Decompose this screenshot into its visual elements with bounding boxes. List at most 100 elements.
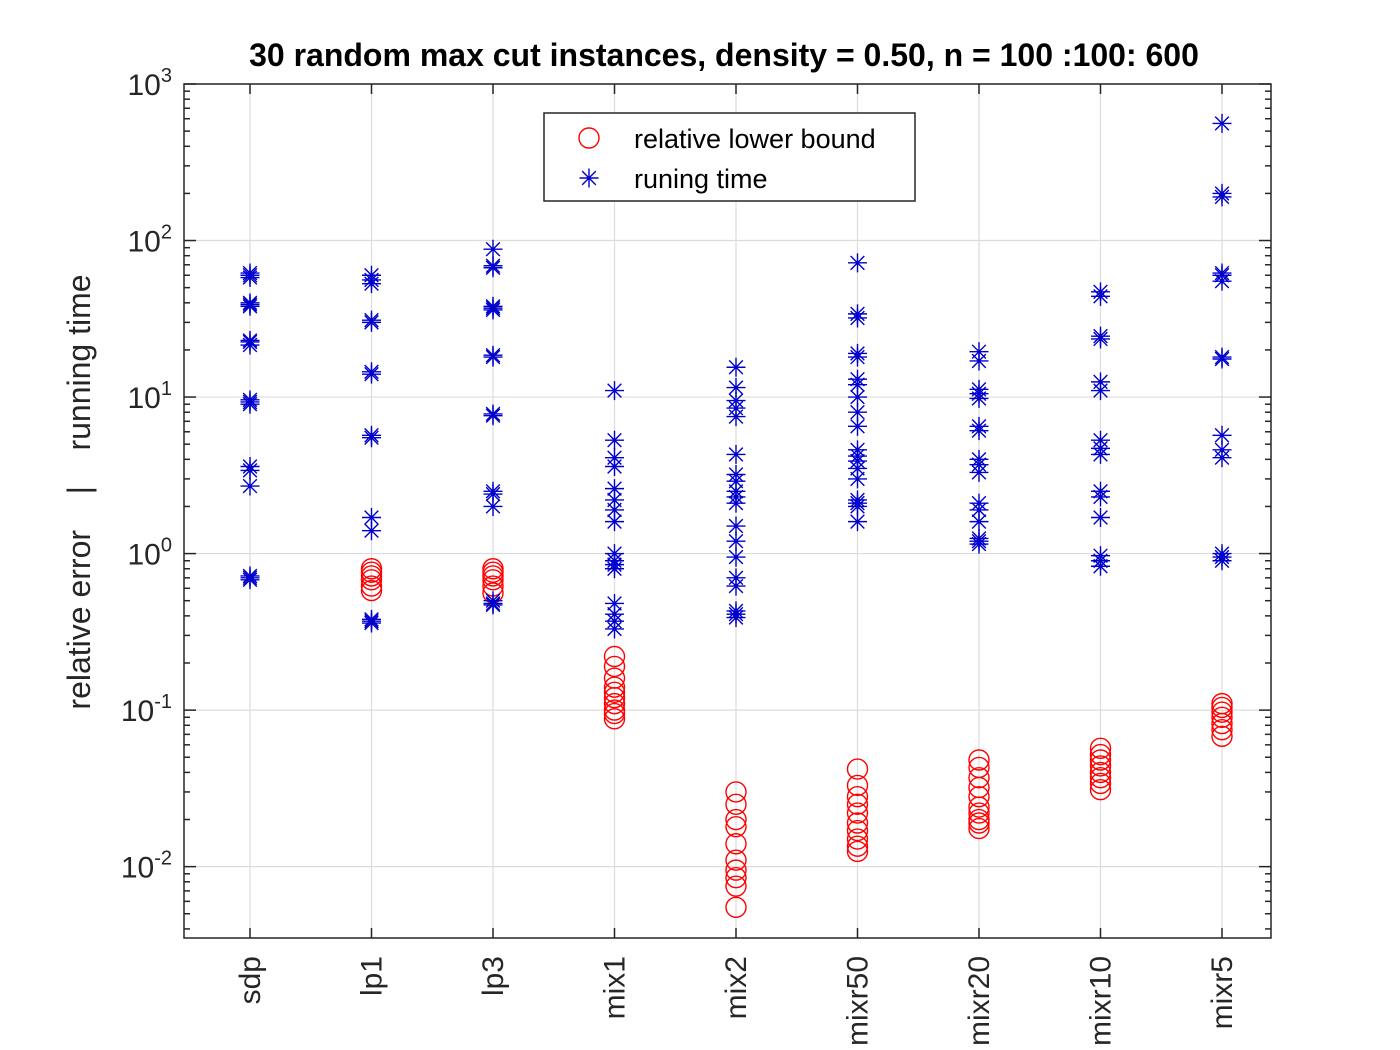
running-time-point [605,500,624,520]
lower-bound-point [846,840,869,863]
series-asterisk [240,113,1232,639]
running-time-point [969,379,989,399]
y-tick-label: 100 [128,535,173,572]
running-time-point [726,444,746,464]
lower-bound-point [846,785,869,808]
lower-bound-point [846,758,869,780]
lower-bound-point [725,793,747,816]
y-tick-label: 101 [128,378,173,415]
running-time-point [362,265,381,285]
legend-marker-circle [578,127,600,149]
running-time-point [726,465,746,485]
running-time-point [848,402,867,422]
x-tick-label: lp1 [356,956,389,996]
lower-bound-point [968,802,990,824]
lower-bound-point [603,699,626,721]
lower-bound-point [725,859,747,881]
running-time-point [362,425,381,445]
lower-bound-point [846,812,869,834]
running-time-point [605,604,624,624]
running-time-point [1091,508,1110,528]
x-tick-label: mixr50 [842,956,875,1046]
lower-bound-point [1211,718,1233,741]
running-time-point [1212,183,1232,203]
lower-bound-point [360,569,383,591]
lower-bound-point [1211,701,1233,723]
lower-bound-point [725,875,747,897]
x-axis: sdp lp1 lp3 mix1 mix2 mixr50 mixr20 mixr10 mixr5 [234,84,1239,1046]
lower-bound-point [725,815,747,838]
lower-bound-point [1089,749,1112,771]
running-time-point [483,591,503,611]
lower-bound-point [360,579,383,602]
running-time-point [848,253,867,273]
running-time-point [483,345,503,365]
running-time-point [726,547,746,567]
running-time-point [605,490,624,510]
running-time-point [969,342,989,362]
lower-bound-point [1089,755,1112,777]
lower-bound-point [968,785,990,808]
x-tick-label: sdp [234,956,267,1004]
lower-bound-point [846,774,869,797]
running-time-point [726,531,746,551]
legend: relative lower bound runing time [543,112,916,202]
running-time-point [362,362,381,382]
running-time-point [1091,372,1110,392]
plot-area-frame [183,83,1272,939]
lower-bound-point [603,708,626,730]
running-time-point [605,381,624,401]
lower-bound-point [1211,725,1233,748]
running-time-point [969,493,989,513]
running-time-point [483,496,503,516]
y-tick-label: 10-2 [121,848,172,885]
lower-bound-point [968,808,990,831]
running-time-point [726,481,746,501]
lower-bound-point [1089,779,1112,801]
lower-bound-point [1089,772,1112,795]
lower-bound-point [603,692,626,715]
running-time-point [483,256,503,276]
running-time-point [1091,326,1110,346]
running-time-point [969,416,989,436]
lower-bound-point [968,817,990,840]
running-time-point [605,512,624,532]
lower-bound-point [725,781,747,803]
lower-bound-point [603,667,626,689]
data-markers [240,113,1233,918]
running-time-point [362,508,381,528]
running-time-point [1212,440,1232,460]
lower-bound-point [603,681,626,703]
running-time-point [848,512,867,532]
series-circle [360,558,1233,918]
running-time-point [240,476,260,496]
running-time-point [605,593,624,613]
running-time-point [1212,347,1232,367]
running-time-point [1212,425,1232,445]
lower-bound-point [603,655,626,678]
lower-bound-point [725,808,747,831]
running-time-point [483,296,503,316]
x-tick-label: mixr20 [963,956,996,1046]
lower-bound-point [846,819,869,842]
running-time-point [726,357,746,377]
lower-bound-point [968,756,990,779]
running-time-point [240,457,260,477]
lower-bound-point [846,835,869,857]
running-time-point [848,343,867,363]
y-tick-label: 102 [128,222,173,259]
lower-bound-point [968,766,990,789]
x-tick-label: mixr10 [1085,956,1118,1046]
legend-label: runing time [634,164,768,194]
lower-bound-point [725,896,747,918]
chart-title: 30 random max cut instances, density = 0… [249,37,1199,73]
lower-bound-point [725,866,747,889]
legend-label: relative lower bound [634,124,876,154]
lower-bound-point [846,793,869,816]
x-tick-label: lp3 [477,956,510,996]
legend-box [543,112,916,202]
lower-bound-point [846,828,869,850]
running-time-point [1091,430,1110,450]
running-time-point [848,387,867,407]
